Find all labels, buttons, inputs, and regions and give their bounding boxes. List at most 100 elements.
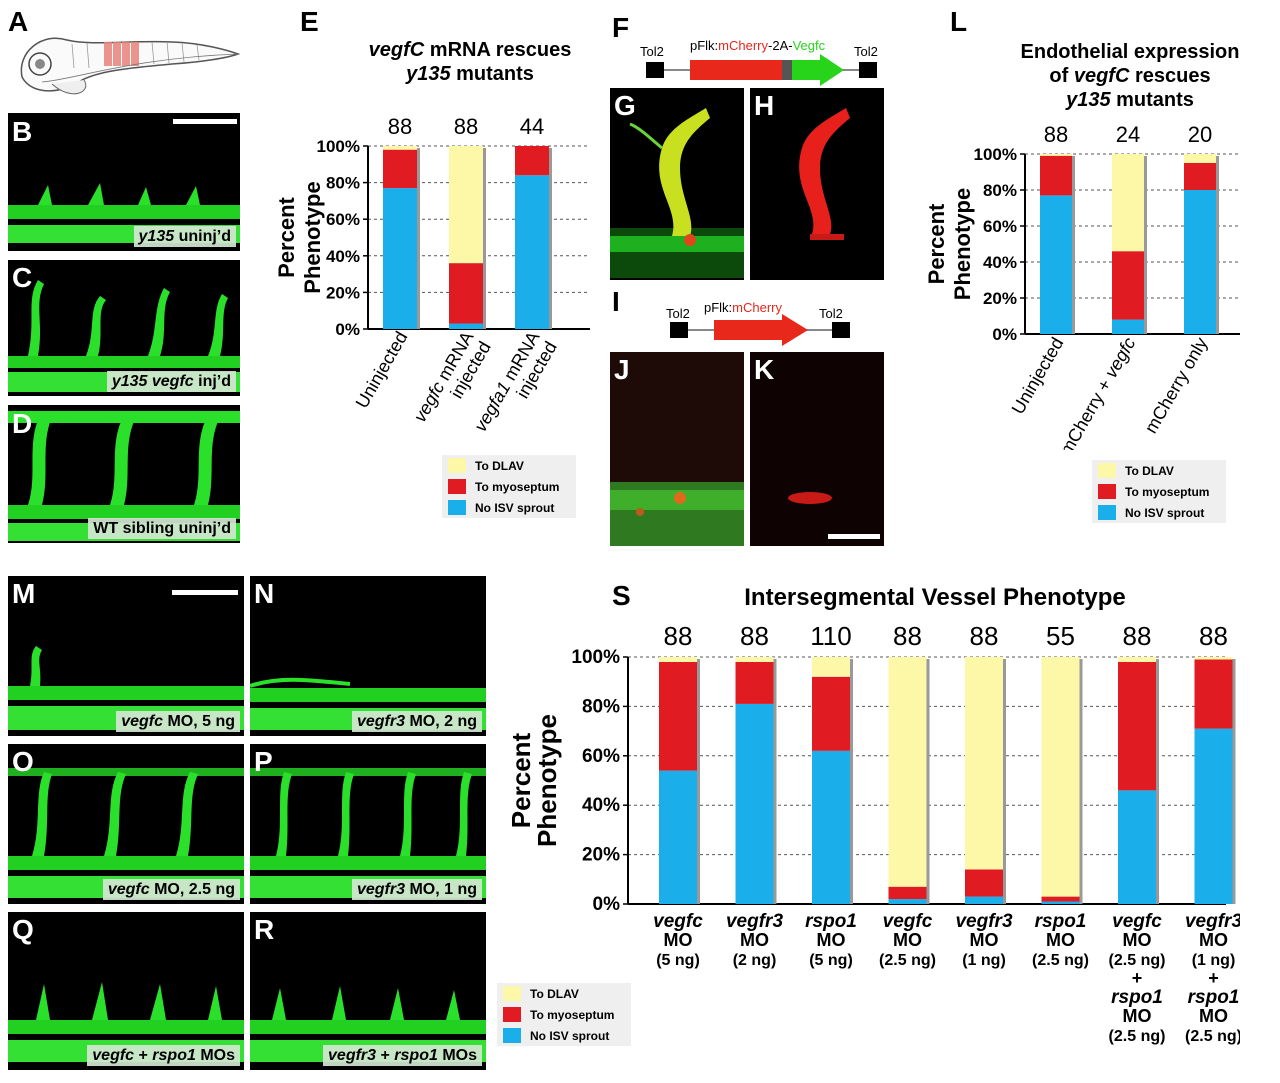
- bar-segment: [1118, 661, 1156, 791]
- n-label: 88: [1044, 122, 1068, 147]
- construct-i: Tol2 Tol2 pFlk:mCherry: [666, 300, 850, 346]
- y-tick-label: 20%: [326, 283, 360, 302]
- n-label: 88: [1199, 621, 1228, 651]
- bar-shadow: [1156, 659, 1159, 904]
- x-tick-label: Uninjected: [352, 328, 412, 412]
- chart-l: 0% 20% 40% 60% 80% 100% Percent Phenotype 88 24 20…: [924, 122, 1240, 450]
- y-axis-label: Phenotype: [950, 188, 975, 300]
- bar-segment: [1041, 657, 1080, 897]
- bar-segment: [1184, 163, 1216, 190]
- panel-label-r: R: [254, 914, 275, 945]
- x-tick-label: mCherry + vegfc: [1056, 334, 1140, 450]
- panel-label-e: E: [300, 6, 319, 37]
- x-tick-label: (2.5 ng): [1109, 952, 1166, 969]
- x-tick-label: MO: [1123, 930, 1152, 950]
- x-tick-label: MO: [1199, 1006, 1228, 1026]
- bar-shadow: [1072, 156, 1075, 334]
- chart-e: 0% 20% 40% 60% 80% 100% Percent Phenotype 88 88 44…: [274, 114, 590, 435]
- scale-bar: [173, 119, 237, 124]
- bar-segment: [449, 323, 483, 329]
- bar-shadow: [773, 659, 777, 904]
- micrograph-k: [750, 352, 884, 546]
- panel-label-n: N: [254, 578, 275, 609]
- x-tick-label: vegfr3: [955, 911, 1012, 932]
- micrograph-j: [610, 352, 744, 546]
- y-tick-label: 80%: [326, 174, 360, 193]
- x-tick-label: MO: [1199, 930, 1228, 950]
- micrograph-c: y135 vegfc inj’d: [8, 260, 240, 396]
- x-tick-label: (5 ng): [809, 952, 853, 969]
- n-label: 88: [388, 114, 412, 139]
- x-tick-label: (2.5 ng): [1109, 1028, 1166, 1045]
- svg-text:pFlk:mCherry: pFlk:mCherry: [704, 300, 783, 315]
- bar-segment: [383, 149, 417, 189]
- legend-label: No ISV sprout: [1125, 505, 1205, 520]
- n-label: 88: [893, 621, 922, 651]
- x-tick-label: vegfc: [1112, 911, 1162, 932]
- caption-d: WT sibling uninj’d: [88, 517, 236, 539]
- micrograph-d: WT sibling uninj’d: [8, 405, 240, 543]
- x-tick-label: Uninjected: [1008, 334, 1068, 418]
- y-tick-label: 40%: [326, 247, 360, 266]
- x-tick-label: vegfr3: [1185, 911, 1240, 932]
- n-label: 88: [454, 114, 478, 139]
- x-tick-label: vegfc: [653, 911, 703, 932]
- x-tick-label: rspo1: [1188, 987, 1240, 1008]
- n-label: 88: [664, 621, 693, 651]
- x-tick-label: (2.5 ng): [1185, 1028, 1240, 1045]
- bar-segment: [965, 896, 1003, 904]
- x-tick-label: MO: [1046, 930, 1075, 950]
- caption-q: vegfc + rspo1 MOs: [87, 1044, 240, 1066]
- y-tick-label: 80%: [582, 696, 620, 717]
- panel-label-h: H: [754, 90, 775, 121]
- bar-shadow: [549, 148, 552, 329]
- micrograph-n: vegfr3 MO, 2 ng: [250, 576, 486, 736]
- bar-segment: [1041, 896, 1080, 902]
- x-tick-label: +: [1132, 968, 1143, 988]
- bar-segment: [1194, 659, 1233, 729]
- svg-text:Uninjected: Uninjected: [1008, 334, 1068, 418]
- chart-e-title: vegfC mRNA rescues y135 mutants: [368, 39, 572, 85]
- bar-segment: [1118, 657, 1156, 662]
- bar-segment: [735, 657, 774, 662]
- chart-l-title: Endothelial expression of vegfC rescues …: [1020, 41, 1240, 111]
- y-tick-label: 60%: [582, 746, 620, 767]
- bar-segment: [1194, 657, 1233, 660]
- legend-swatch: [448, 479, 466, 494]
- micrograph-m: vegfc MO, 5 ng: [8, 576, 244, 736]
- legend-swatch: [503, 1028, 521, 1043]
- panel-label-k: K: [754, 354, 775, 385]
- bar-segment: [735, 703, 774, 904]
- bar-segment: [449, 263, 483, 324]
- bar-segment: [965, 657, 1003, 870]
- legend-l: To DLAV To myoseptum No ISV sprout: [1092, 460, 1226, 523]
- y-axis-label: Percent: [924, 203, 949, 284]
- panel-label-j: J: [614, 354, 630, 385]
- x-tick-label: (1 ng): [1192, 952, 1236, 969]
- legend-swatch: [503, 986, 521, 1001]
- bar-segment: [1118, 790, 1156, 904]
- x-tick-label: (5 ng): [656, 952, 700, 969]
- bar-segment: [888, 886, 927, 900]
- legend-label: To DLAV: [530, 986, 579, 1001]
- y-axis-label: Percent: [274, 196, 299, 277]
- x-tick-label: (2.5 ng): [879, 952, 936, 969]
- y-axis-label: Phenotype: [532, 714, 562, 847]
- n-label: 20: [1188, 122, 1212, 147]
- n-label: 44: [520, 114, 544, 139]
- scale-bar-k: [828, 534, 880, 539]
- bar-segment: [965, 869, 1003, 897]
- panel-label-m: M: [12, 578, 36, 609]
- x-tick-label: MO: [970, 930, 999, 950]
- legend-label: To DLAV: [1125, 463, 1174, 478]
- panel-label-a: A: [8, 6, 29, 37]
- caption-b: y135 uninj’d: [133, 225, 236, 247]
- highlighted-segments: [104, 42, 139, 66]
- bar-segment: [735, 661, 774, 704]
- caption-n: vegfr3 MO, 2 ng: [351, 710, 482, 732]
- x-tick-label: rspo1: [1035, 911, 1087, 932]
- bar-segment: [1041, 901, 1080, 904]
- n-label: 24: [1116, 122, 1140, 147]
- n-label: 110: [810, 621, 851, 651]
- bar-segment: [1040, 154, 1072, 156]
